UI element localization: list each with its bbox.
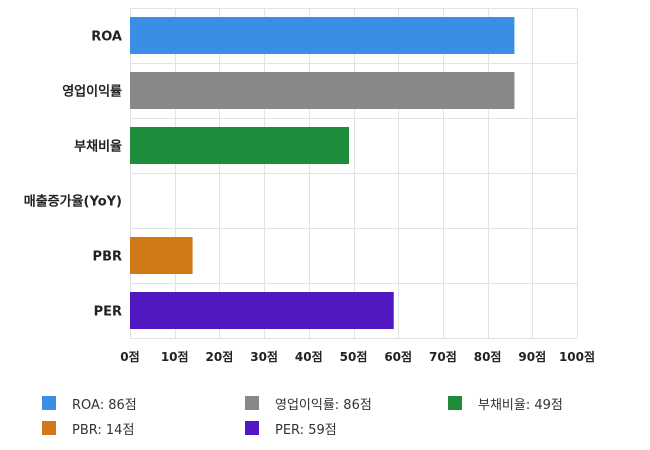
legend: ROA: 86점 영업이익률: 86점 부채비율: 49점 PBR: 14점 P… — [0, 390, 650, 450]
x-tick-label: 100점 — [559, 349, 595, 364]
legend-item-per: PER: 59점 — [245, 419, 337, 438]
category-label: 매출증가율(YoY) — [24, 194, 122, 210]
legend-swatch — [42, 421, 56, 435]
legend-item-roa: ROA: 86점 — [42, 394, 137, 413]
legend-label: PBR: 14점 — [72, 422, 135, 438]
category-label: 부채비율 — [74, 139, 122, 155]
legend-label: ROA: 86점 — [72, 397, 137, 413]
x-tick-labels: 0점 10점 20점 30점 40점 50점 60점 70점 80점 90점 100점 — [120, 349, 595, 364]
bar — [130, 17, 515, 54]
x-tick-label: 20점 — [206, 349, 234, 364]
x-tick-label: 80점 — [474, 349, 502, 364]
legend-swatch — [245, 396, 259, 410]
legend-item-debt-ratio: 부채비율: 49점 — [448, 394, 563, 413]
category-label: PER — [94, 305, 122, 320]
x-tick-label: 10점 — [161, 349, 189, 364]
bar — [130, 127, 350, 164]
legend-label: PER: 59점 — [275, 422, 337, 438]
legend-item-operating-margin: 영업이익률: 86점 — [245, 394, 372, 413]
x-tick-label: 30점 — [250, 349, 278, 364]
bar — [130, 292, 394, 329]
bar — [130, 72, 515, 109]
x-tick-label: 60점 — [384, 349, 412, 364]
x-tick-label: 70점 — [429, 349, 457, 364]
bars — [130, 17, 515, 329]
legend-label: 부채비율: 49점 — [478, 397, 563, 413]
x-tick-label: 90점 — [518, 349, 546, 364]
grid-lines — [130, 8, 578, 339]
legend-label: 영업이익률: 86점 — [275, 397, 372, 413]
category-label: ROA — [91, 30, 122, 45]
legend-item-pbr: PBR: 14점 — [42, 419, 135, 438]
legend-swatch — [245, 421, 259, 435]
legend-swatch — [448, 396, 462, 410]
bar — [130, 237, 193, 274]
legend-swatch — [42, 396, 56, 410]
x-tick-label: 0점 — [120, 349, 139, 364]
category-label: 영업이익률 — [62, 84, 122, 100]
x-tick-label: 50점 — [340, 349, 368, 364]
category-label: PBR — [93, 250, 122, 265]
x-tick-label: 40점 — [295, 349, 323, 364]
